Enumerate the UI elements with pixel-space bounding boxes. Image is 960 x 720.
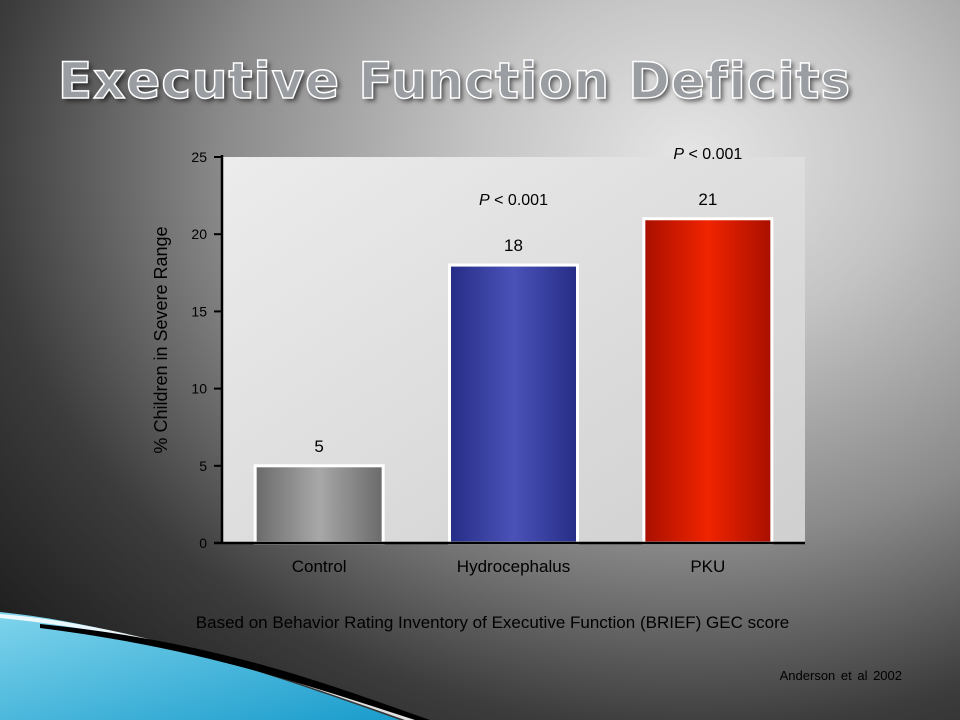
p-value-annotation: P < 0.001	[479, 192, 548, 209]
bar-pku	[642, 217, 774, 545]
chart-caption: Based on Behavior Rating Inventory of Ex…	[195, 613, 790, 632]
bar-chart: 0 5 10 15 20 25 5 Control 18 Hydrocephalus 21 PKU P …	[151, 146, 805, 576]
citation: Anderson et al 2002	[779, 668, 902, 683]
y-tick-label: 25	[191, 149, 207, 165]
y-tick-label: 20	[191, 226, 207, 242]
slide-title: Executive Function Deficits	[57, 51, 852, 111]
x-tick-label: Control	[292, 557, 347, 576]
corner-swoosh-decoration	[0, 612, 430, 720]
y-tick-label: 0	[199, 535, 207, 551]
bar-hydrocephalus	[448, 263, 579, 545]
y-axis-label: % Children in Severe Range	[151, 226, 171, 453]
data-label: 21	[698, 190, 717, 209]
y-tick-label: 15	[191, 303, 207, 319]
bar-control	[253, 464, 385, 545]
data-label: 18	[504, 236, 523, 255]
x-tick-label: Hydrocephalus	[457, 557, 570, 576]
y-tick-label: 10	[191, 381, 207, 397]
x-tick-label: PKU	[690, 557, 725, 576]
data-label: 5	[314, 437, 323, 456]
p-value-annotation: P < 0.001	[673, 146, 742, 163]
y-tick-label: 5	[199, 458, 207, 474]
